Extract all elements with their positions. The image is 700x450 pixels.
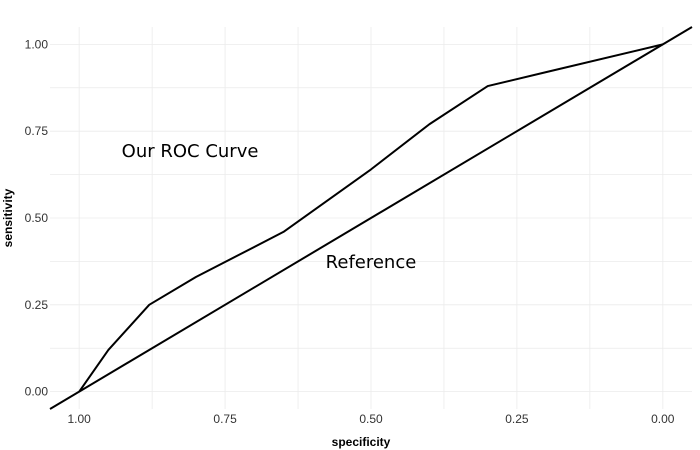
- roc-curve-annotation: Our ROC Curve: [122, 141, 259, 162]
- y-tick-label: 1.00: [25, 37, 49, 51]
- series-layer: [49, 26, 693, 410]
- y-axis-title: sensitivity: [1, 188, 15, 247]
- grid-layer: [50, 27, 692, 409]
- x-tick-label: 1.00: [68, 412, 92, 426]
- y-tick-label: 0.00: [25, 385, 49, 399]
- y-tick-label: 0.25: [25, 298, 49, 312]
- reference-annotation: Reference: [326, 252, 417, 273]
- y-tick-label: 0.75: [25, 124, 49, 138]
- x-tick-label: 0.75: [213, 412, 237, 426]
- x-axis-title: specificity: [332, 435, 391, 449]
- annotation-layer: Our ROC Curve Reference: [122, 141, 417, 273]
- roc-curve-line: [78, 43, 664, 393]
- x-tick-label: 0.50: [359, 412, 383, 426]
- reference-line: [49, 26, 693, 410]
- x-tick-label: 0.00: [651, 412, 675, 426]
- y-tick-label: 0.50: [25, 211, 49, 225]
- tick-layer: 1.00 0.75 0.50 0.25 0.00 0.00 0.25 0.50 0.75 1.00: [25, 37, 675, 426]
- x-tick-label: 0.25: [505, 412, 529, 426]
